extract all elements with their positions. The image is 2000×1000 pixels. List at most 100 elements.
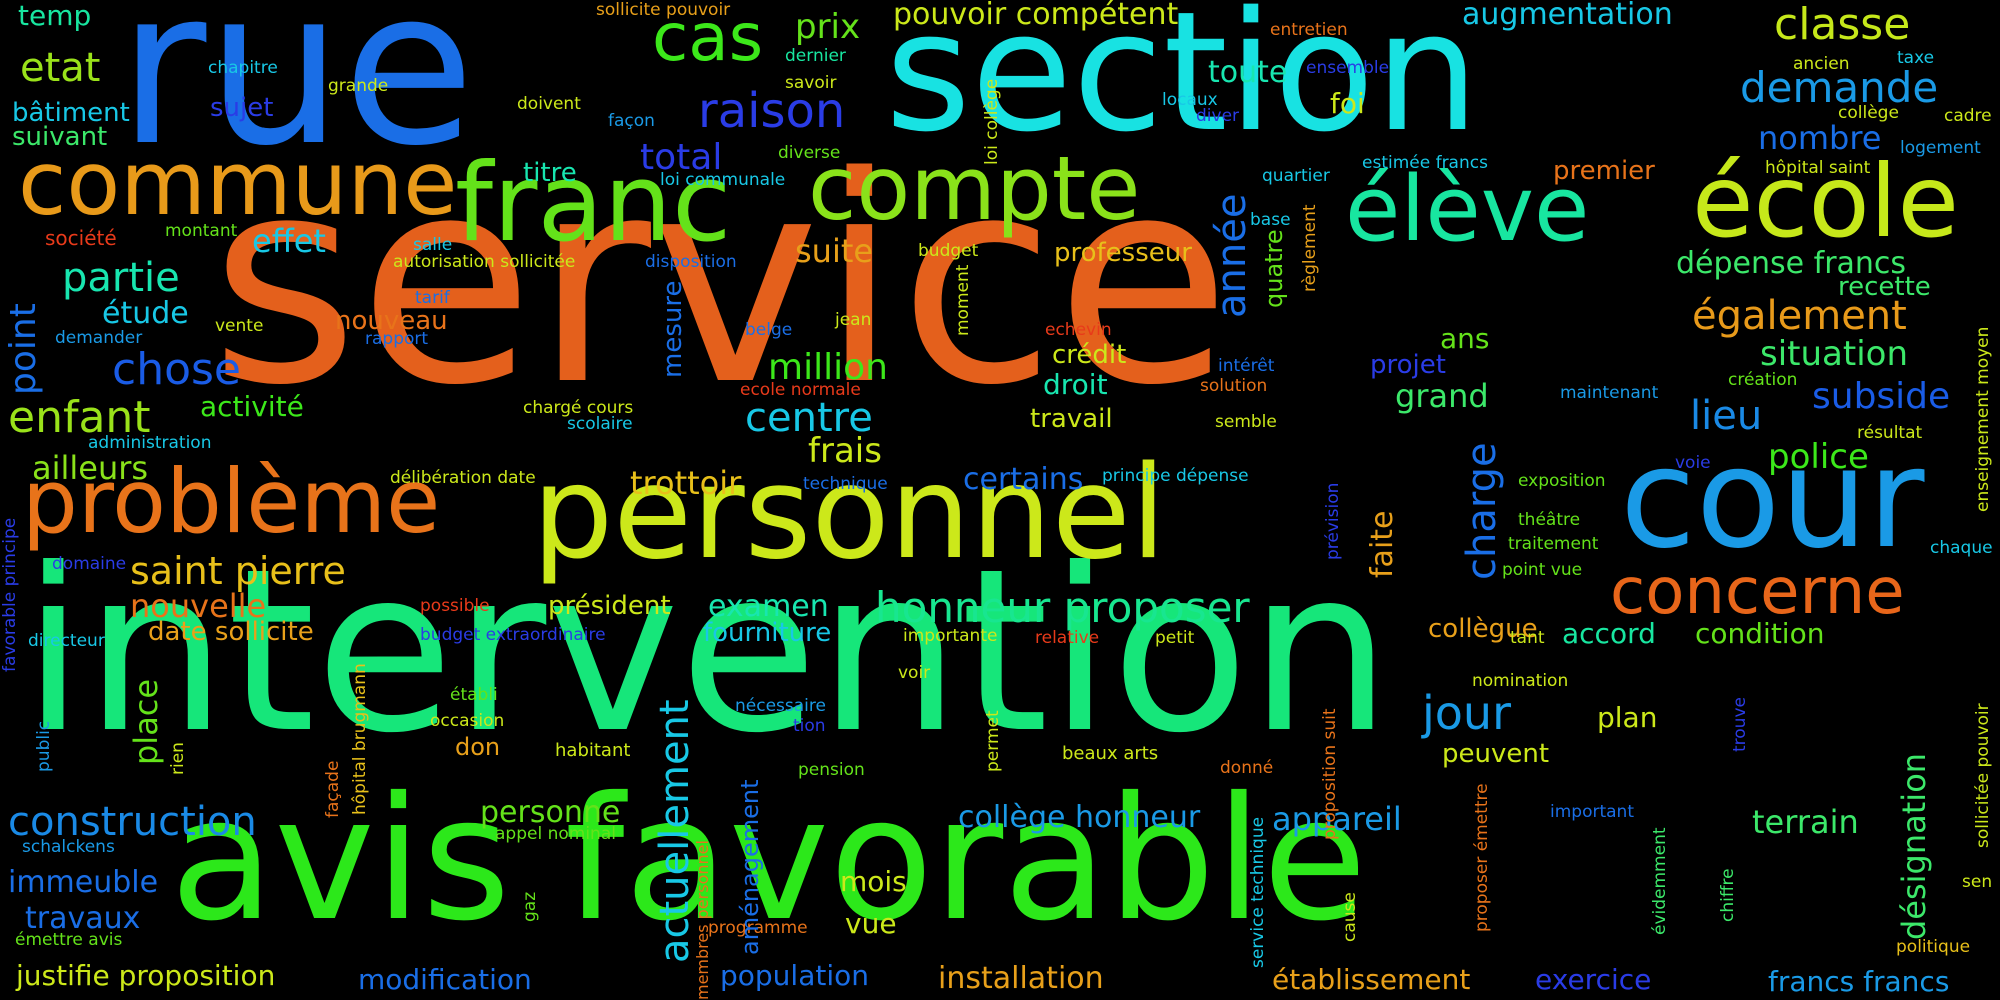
- word-facon: façon: [608, 111, 655, 131]
- word-public: public: [34, 720, 54, 772]
- word-population: population: [720, 959, 869, 992]
- word-service-technique: service technique: [1248, 816, 1268, 968]
- word-appareil: appareil: [1272, 800, 1402, 838]
- word-college: collège: [1838, 103, 1899, 123]
- word-mois: mois: [840, 865, 907, 898]
- word-tion: tion: [793, 716, 826, 736]
- word-programme: programme: [708, 918, 808, 938]
- word-disposition: disposition: [645, 252, 737, 272]
- word-grande: grande: [328, 76, 389, 96]
- word-directeur: directeur: [28, 631, 105, 651]
- word-temp: temp: [18, 0, 92, 32]
- word-certains: certains: [963, 462, 1084, 497]
- word-construction: construction: [8, 799, 257, 845]
- word-partie: partie: [62, 255, 180, 301]
- word-sujet: sujet: [210, 93, 274, 123]
- word-personne: personne: [480, 795, 621, 830]
- word-enfant: enfant: [8, 392, 151, 443]
- word-belge: belge: [745, 320, 793, 340]
- word-pouvoir-competent: pouvoir compétent: [893, 0, 1179, 32]
- word-trouve: trouve: [1730, 697, 1750, 752]
- word-budget: budget: [918, 241, 979, 261]
- word-section: section: [885, 0, 1480, 168]
- word-echevin: echevin: [1045, 320, 1112, 340]
- word-theatre: théâtre: [1518, 510, 1581, 530]
- word-franc: franc: [455, 141, 732, 266]
- word-depense-francs: dépense francs: [1676, 246, 1907, 281]
- word-professeur: professeur: [1054, 238, 1192, 268]
- word-donne: donné: [1220, 758, 1274, 778]
- word-importante: importante: [903, 626, 998, 646]
- word-dernier: dernier: [785, 46, 846, 66]
- word-trottoir: trottoir: [630, 464, 742, 502]
- word-projet: projet: [1370, 350, 1446, 380]
- word-police: police: [1768, 437, 1869, 477]
- word-premier: premier: [1553, 156, 1655, 186]
- word-compte: compte: [808, 137, 1141, 240]
- word-eleve: élève: [1345, 157, 1590, 262]
- word-demander: demander: [55, 328, 143, 348]
- word-gaz: gaz: [520, 891, 540, 922]
- word-centre: centre: [745, 395, 873, 441]
- word-politique: politique: [1896, 937, 1971, 957]
- word-activite: activité: [200, 390, 304, 423]
- word-travail: travail: [1030, 404, 1113, 434]
- word-permet: permet: [983, 710, 1003, 772]
- word-domaine: domaine: [52, 554, 127, 574]
- word-etablissement: établissement: [1272, 963, 1471, 996]
- word-rapport: rapport: [365, 329, 429, 349]
- word-peuvent: peuvent: [1442, 739, 1550, 769]
- word-collegue: collègue: [1428, 614, 1538, 644]
- word-charge: charge: [1459, 442, 1505, 580]
- word-principe-depense: principe dépense: [1102, 466, 1249, 486]
- word-logement: logement: [1900, 138, 1981, 158]
- word-don: don: [455, 733, 501, 761]
- word-concerne: concerne: [1610, 555, 1905, 629]
- word-sen: sen: [1962, 872, 1993, 892]
- word-college-honneur: collège honneur: [958, 800, 1201, 835]
- word-interet: intérêt: [1218, 356, 1275, 376]
- word-chapitre: chapitre: [208, 58, 278, 78]
- word-condition: condition: [1695, 617, 1825, 650]
- word-fourniture: fourniture: [703, 618, 832, 648]
- word-actuellement: actuellement: [652, 699, 698, 963]
- word-relative: relative: [1035, 628, 1100, 648]
- word-justifie-proposition: justifie proposition: [16, 959, 276, 992]
- word-foi: foi: [1330, 87, 1365, 120]
- word-sollicite-pouvoir: sollicite pouvoir: [596, 0, 731, 20]
- word-grand: grand: [1395, 377, 1489, 415]
- word-lieu: lieu: [1690, 393, 1763, 439]
- word-base: base: [1250, 210, 1291, 230]
- word-quartier: quartier: [1262, 166, 1330, 186]
- word-membres-personnel: membres personnel: [693, 840, 712, 1000]
- word-scolaire: scolaire: [567, 414, 633, 434]
- word-proposer-emettre: proposer émettre: [1472, 783, 1492, 932]
- word-million: million: [768, 347, 888, 388]
- word-societe: société: [45, 226, 117, 250]
- word-autorisation-sollicitee: autorisation sollicitée: [393, 252, 576, 272]
- word-vue: vue: [845, 907, 897, 940]
- word-francs-francs: francs francs: [1768, 965, 1950, 998]
- word-quatre: quatre: [1260, 229, 1288, 308]
- word-etabli: établi: [450, 685, 498, 705]
- word-chose: chose: [112, 344, 241, 395]
- word-jean: jean: [835, 310, 872, 330]
- word-exposition: exposition: [1518, 471, 1606, 491]
- word-travaux: travaux: [25, 901, 141, 936]
- word-occasion: occasion: [430, 711, 505, 731]
- word-estimee-francs: estimée francs: [1362, 153, 1488, 173]
- word-creation: création: [1728, 370, 1798, 390]
- word-saint-pierre: saint pierre: [130, 549, 346, 593]
- word-chiffre: chiffre: [1718, 868, 1738, 922]
- word-proposition-suit: proposition suit: [1320, 708, 1340, 840]
- word-ancien: ancien: [1793, 54, 1850, 74]
- word-suivant: suivant: [12, 122, 108, 152]
- word-effet: effet: [252, 222, 326, 260]
- word-credit: crédit: [1052, 340, 1127, 370]
- word-nouveau: nouveau: [335, 306, 448, 336]
- word-intervention: intervention: [22, 521, 1392, 783]
- word-charge-cours: chargé cours: [523, 398, 634, 418]
- word-moment: moment: [953, 264, 973, 336]
- word-demande: demande: [1740, 63, 1939, 112]
- word-locaux: locaux: [1162, 90, 1218, 110]
